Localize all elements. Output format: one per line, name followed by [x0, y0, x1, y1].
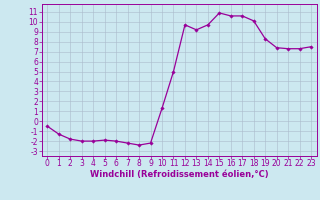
X-axis label: Windchill (Refroidissement éolien,°C): Windchill (Refroidissement éolien,°C) — [90, 170, 268, 179]
